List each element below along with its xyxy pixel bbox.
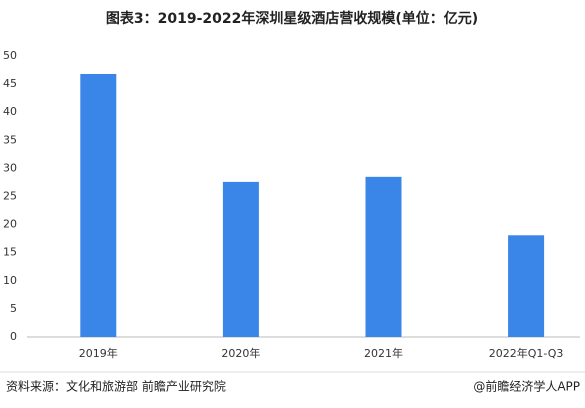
y-tick-label: 45 (3, 77, 17, 90)
y-tick-label: 0 (10, 330, 17, 343)
credit: @前瞻经济学人APP (473, 379, 580, 394)
y-tick-label: 15 (3, 246, 17, 259)
y-tick-label: 25 (3, 190, 17, 203)
bar (365, 176, 402, 337)
x-tick-label: 2022年Q1-Q3 (489, 346, 564, 360)
y-tick-label: 10 (3, 274, 17, 287)
y-tick-label: 5 (10, 302, 17, 315)
bar (80, 73, 117, 337)
chart-title: 图表3：2019-2022年深圳星级酒店营收规模(单位：亿元) (106, 10, 478, 27)
bar (508, 235, 545, 337)
x-tick-label: 2019年 (79, 346, 118, 360)
x-tick-label: 2020年 (221, 346, 260, 360)
y-tick-label: 35 (3, 133, 17, 146)
y-tick-label: 30 (3, 161, 17, 174)
x-tick-label: 2021年 (364, 346, 403, 360)
source-note: 资料来源：文化和旅游部 前瞻产业研究院 (6, 379, 226, 394)
y-tick-label: 20 (3, 218, 17, 231)
bar (222, 181, 259, 337)
y-tick-label: 50 (3, 49, 17, 62)
y-tick-label: 40 (3, 105, 17, 118)
